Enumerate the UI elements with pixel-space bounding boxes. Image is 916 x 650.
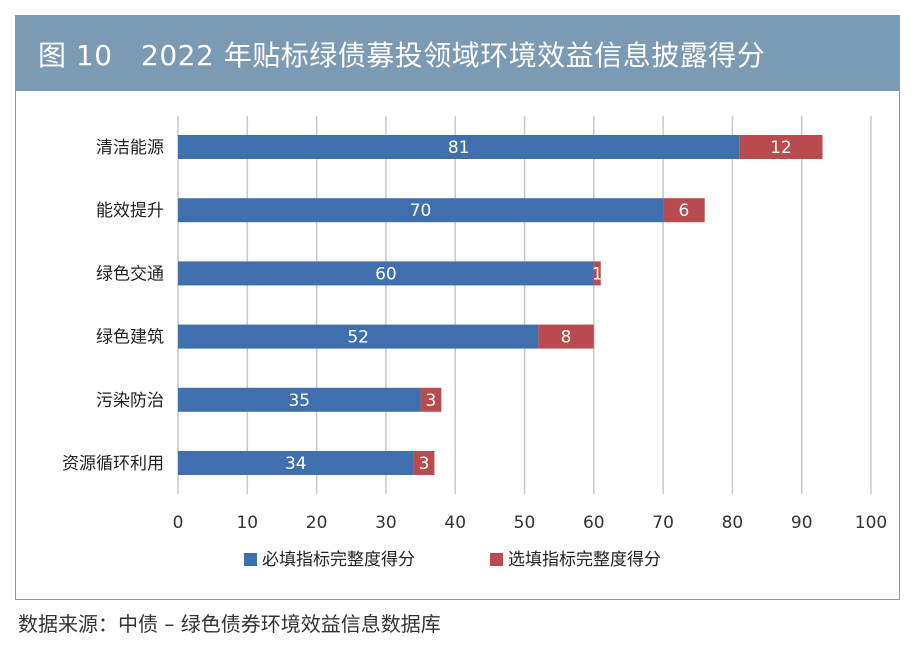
title-bar: 图 10 2022 年贴标绿债募投领域环境效益信息披露得分: [16, 16, 899, 91]
bar-value-label: 1: [592, 264, 603, 284]
x-tick-label: 60: [583, 513, 605, 533]
bar-required: [178, 135, 740, 159]
bar-value-label: 3: [426, 391, 437, 411]
category-label: 绿色交通: [96, 264, 164, 284]
bar-required: [178, 261, 594, 286]
bar-required: [178, 451, 414, 475]
x-tick-label: 30: [375, 513, 397, 533]
source-note: 数据来源：中债 – 绿色债券环境效益信息数据库: [18, 612, 441, 636]
bar-value-label: 70: [410, 201, 432, 221]
bar-optional: [663, 198, 705, 223]
bar-optional: [593, 261, 601, 286]
bar-required: [178, 387, 421, 412]
category-label: 清洁能源: [96, 138, 164, 158]
x-tick-label: 0: [173, 513, 184, 533]
bar-value-label: 81: [448, 138, 470, 158]
x-tick-label: 100: [855, 513, 887, 533]
legend-label: 选填指标完整度得分: [508, 550, 661, 570]
bar-optional: [420, 387, 442, 412]
category-label: 能效提升: [96, 201, 164, 221]
bar-value-label: 12: [770, 138, 792, 158]
chart-title: 图 10 2022 年贴标绿债募投领域环境效益信息披露得分: [38, 38, 766, 72]
bar-required: [178, 324, 539, 349]
bar-value-label: 60: [375, 264, 397, 284]
x-tick-label: 10: [236, 513, 258, 533]
chart-frame: 图 10 2022 年贴标绿债募投领域环境效益信息披露得分: [15, 15, 900, 600]
bar-value-label: 52: [347, 328, 369, 348]
x-tick-label: 80: [722, 513, 744, 533]
bar-value-label: 35: [288, 391, 310, 411]
bar-required: [178, 198, 664, 223]
legend-label: 必填指标完整度得分: [262, 550, 415, 570]
bar-optional: [413, 451, 435, 475]
x-tick-label: 70: [652, 513, 674, 533]
x-tick-label: 20: [306, 513, 328, 533]
bar-value-label: 8: [561, 328, 572, 348]
bar-optional: [538, 324, 594, 349]
bar-value-label: 34: [285, 454, 307, 474]
legend-swatch: [244, 553, 257, 566]
legend-swatch: [490, 553, 503, 566]
x-tick-label: 90: [791, 513, 813, 533]
bar-value-label: 6: [678, 201, 689, 221]
category-label: 污染防治: [96, 391, 164, 411]
bar-optional: [739, 135, 823, 159]
category-label: 绿色建筑: [96, 328, 164, 348]
x-tick-label: 50: [514, 513, 536, 533]
x-tick-label: 40: [444, 513, 466, 533]
bar-value-label: 3: [419, 454, 430, 474]
category-label: 资源循环利用: [62, 454, 164, 474]
